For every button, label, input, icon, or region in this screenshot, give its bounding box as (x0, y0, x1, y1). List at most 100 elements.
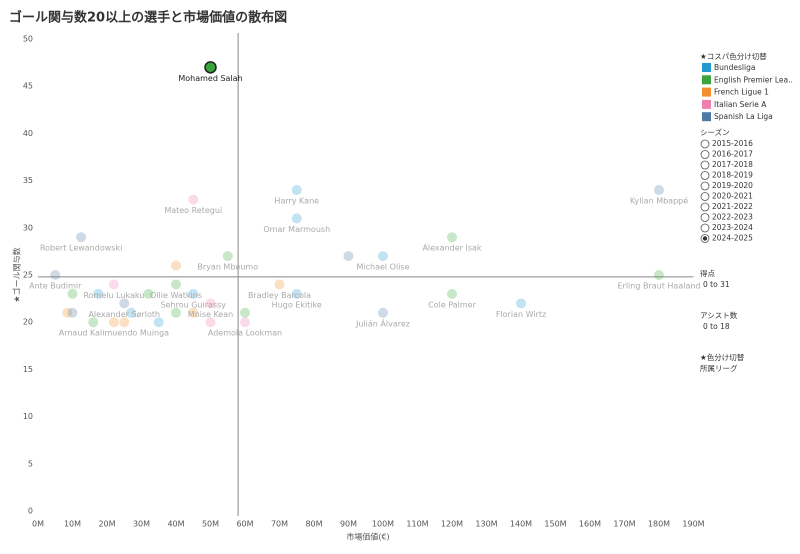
data-point[interactable] (76, 232, 87, 243)
data-point[interactable] (126, 307, 137, 318)
y-tick-label: 10 (23, 412, 33, 421)
radio-label[interactable]: 2015-2016 (712, 139, 753, 148)
data-point[interactable] (378, 251, 388, 262)
data-point[interactable] (240, 317, 250, 328)
x-axis-label: 市場価値(€) (346, 532, 389, 542)
data-point[interactable] (516, 298, 526, 309)
data-point[interactable] (67, 288, 78, 299)
legend-label[interactable]: English Premier Lea.. (714, 75, 793, 84)
x-tick-label: 50M (202, 520, 219, 529)
data-point[interactable] (143, 288, 154, 299)
legend-swatch[interactable] (702, 63, 711, 72)
data-point[interactable] (222, 251, 233, 262)
legend-label[interactable]: Italian Serie A (714, 100, 767, 109)
radio-dot[interactable] (702, 236, 708, 241)
x-tick-label: 190M (682, 520, 704, 529)
data-point[interactable] (654, 185, 664, 196)
radio-label[interactable]: 2022-2023 (712, 213, 753, 222)
radio-button[interactable] (700, 160, 710, 170)
y-tick-label: 35 (23, 176, 33, 185)
legend-label[interactable]: Spanish La Liga (714, 112, 773, 121)
point-label: Ante Budimir (29, 282, 82, 291)
data-point[interactable] (171, 260, 181, 271)
y-tick-label: 30 (23, 223, 33, 232)
y-tick-label: 45 (23, 82, 33, 91)
data-point[interactable] (188, 288, 199, 299)
x-tick-label: 30M (133, 520, 150, 529)
point-label: Sehrou Guirassy (161, 300, 227, 309)
y-tick-label: 20 (23, 318, 33, 327)
radio-button[interactable] (700, 181, 710, 191)
x-tick-label: 0M (32, 520, 44, 529)
data-point[interactable] (93, 288, 104, 299)
data-point[interactable] (447, 232, 457, 243)
radio-label[interactable]: 2024-2025 (712, 234, 753, 243)
legend-label[interactable]: French Ligue 1 (714, 88, 769, 97)
legend-swatch[interactable] (702, 87, 711, 97)
filter-value[interactable]: 所属リーグ (700, 363, 738, 373)
data-point[interactable] (205, 298, 216, 309)
radio-label[interactable]: 2021-2022 (712, 202, 753, 211)
radio-label[interactable]: 2020-2021 (712, 192, 753, 201)
x-tick-label: 120M (441, 520, 463, 529)
radio-button[interactable] (700, 171, 710, 180)
data-point[interactable] (108, 279, 119, 290)
x-tick-label: 20M (98, 520, 115, 529)
filter-title: シーズン (700, 127, 730, 137)
data-point[interactable] (654, 270, 664, 280)
radio-button[interactable] (700, 213, 710, 222)
x-tick-label: 130M (475, 520, 497, 529)
data-point[interactable] (188, 307, 199, 318)
data-point[interactable] (108, 317, 119, 328)
data-point[interactable] (88, 317, 99, 328)
point-label: Bryan Mbeumo (197, 263, 258, 272)
legend-swatch[interactable] (702, 112, 711, 122)
legend-swatch[interactable] (702, 99, 711, 109)
point-label: Ademola Lookman (208, 329, 282, 338)
data-point[interactable] (343, 251, 354, 262)
radio-label[interactable]: 2018-2019 (712, 171, 753, 180)
data-point[interactable] (171, 307, 181, 318)
radio-button[interactable] (700, 150, 710, 159)
radio-button[interactable] (700, 202, 710, 212)
filter-range[interactable]: 0 to 31 (703, 280, 730, 289)
point-label: Robert Lewandowski (40, 244, 122, 253)
data-point[interactable] (291, 213, 302, 224)
x-tick-label: 100M (372, 520, 394, 529)
data-point[interactable] (62, 307, 73, 318)
data-point[interactable] (291, 288, 302, 299)
point-label: Omar Marmoush (263, 225, 330, 234)
data-point[interactable] (240, 307, 250, 318)
data-point[interactable] (119, 317, 130, 328)
data-point[interactable] (274, 279, 285, 290)
x-tick-label: 80M (305, 520, 322, 529)
data-point[interactable] (188, 194, 199, 205)
filter-title: ★色分け切替 (700, 352, 745, 362)
data-point[interactable] (171, 279, 181, 290)
data-point[interactable] (205, 317, 216, 328)
legend-label[interactable]: Bundesliga (714, 63, 755, 72)
data-point[interactable] (378, 307, 388, 318)
data-point[interactable] (67, 307, 78, 318)
radio-label[interactable]: 2019-2020 (712, 181, 753, 190)
legend-swatch[interactable] (702, 75, 711, 85)
x-tick-label: 10M (64, 520, 81, 529)
filter-range[interactable]: 0 to 18 (703, 322, 730, 331)
data-point[interactable] (447, 288, 457, 299)
point-label: Kylian Mbappé (630, 196, 688, 206)
data-point[interactable] (291, 185, 302, 196)
point-label: Arnaud Kalimuendo Muinga (59, 329, 169, 338)
data-point[interactable] (153, 317, 164, 328)
radio-label[interactable]: 2017-2018 (712, 160, 753, 169)
data-point[interactable] (50, 270, 61, 280)
data-point[interactable] (119, 298, 130, 309)
radio-button[interactable] (700, 223, 710, 233)
radio-button[interactable] (700, 192, 710, 201)
data-point[interactable] (204, 61, 217, 74)
point-label: Cole Palmer (428, 300, 476, 309)
radio-button[interactable] (700, 139, 710, 149)
radio-label[interactable]: 2016-2017 (712, 150, 753, 159)
y-tick-label: 50 (23, 35, 33, 44)
radio-label[interactable]: 2023-2024 (712, 223, 753, 232)
